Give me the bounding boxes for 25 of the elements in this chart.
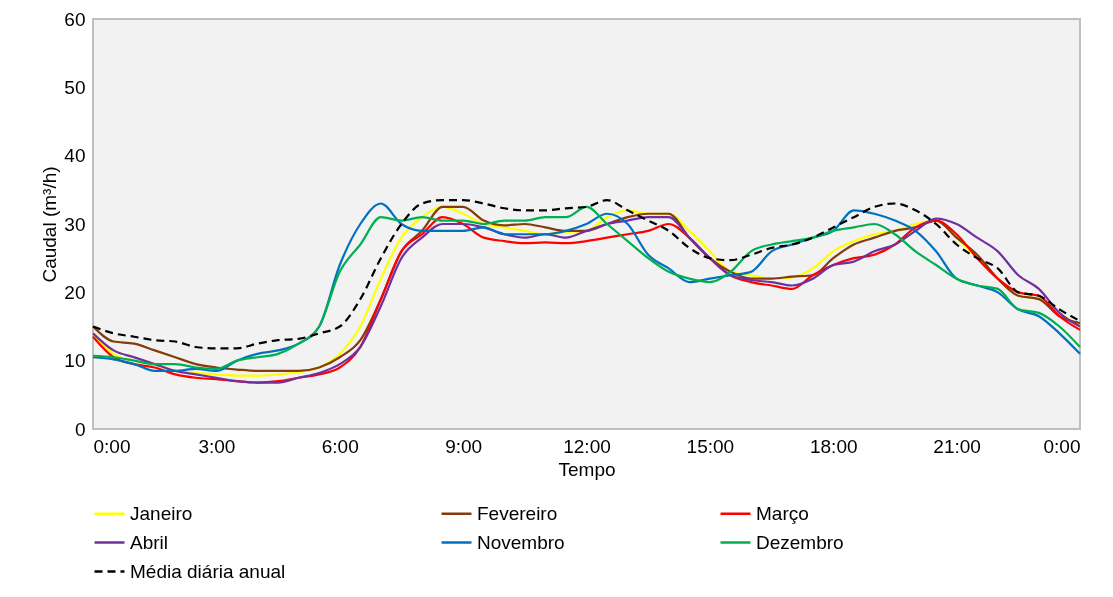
x-axis-title: Tempo [558,458,616,480]
x-tick-label: 0:00 [1043,435,1081,457]
y-tick-label: 20 [64,281,86,303]
y-tick-label: 50 [64,76,86,98]
y-tick-label: 0 [74,418,86,440]
x-tick-label: 21:00 [933,435,981,457]
legend-label: Março [756,502,809,524]
y-tick-label: 30 [64,213,86,235]
legend-label: Abril [130,531,169,553]
legend-label: Dezembro [756,531,844,553]
legend-label: Média diária anual [130,560,286,582]
y-tick-label: 60 [64,8,86,30]
legend-label: Novembro [477,531,565,553]
x-tick-label: 0:00 [93,435,131,457]
y-tick-label: 10 [64,350,86,372]
legend-label: Janeiro [130,502,193,524]
y-tick-label: 40 [64,145,86,167]
y-axis-title: Caudal (m³/h) [39,166,61,283]
x-tick-label: 3:00 [198,435,236,457]
x-tick-label: 15:00 [686,435,735,457]
legend-label: Fevereiro [477,502,558,524]
x-tick-label: 18:00 [809,435,858,457]
x-tick-label: 12:00 [563,435,611,457]
x-tick-label: 9:00 [445,435,483,457]
x-tick-label: 6:00 [321,435,359,457]
